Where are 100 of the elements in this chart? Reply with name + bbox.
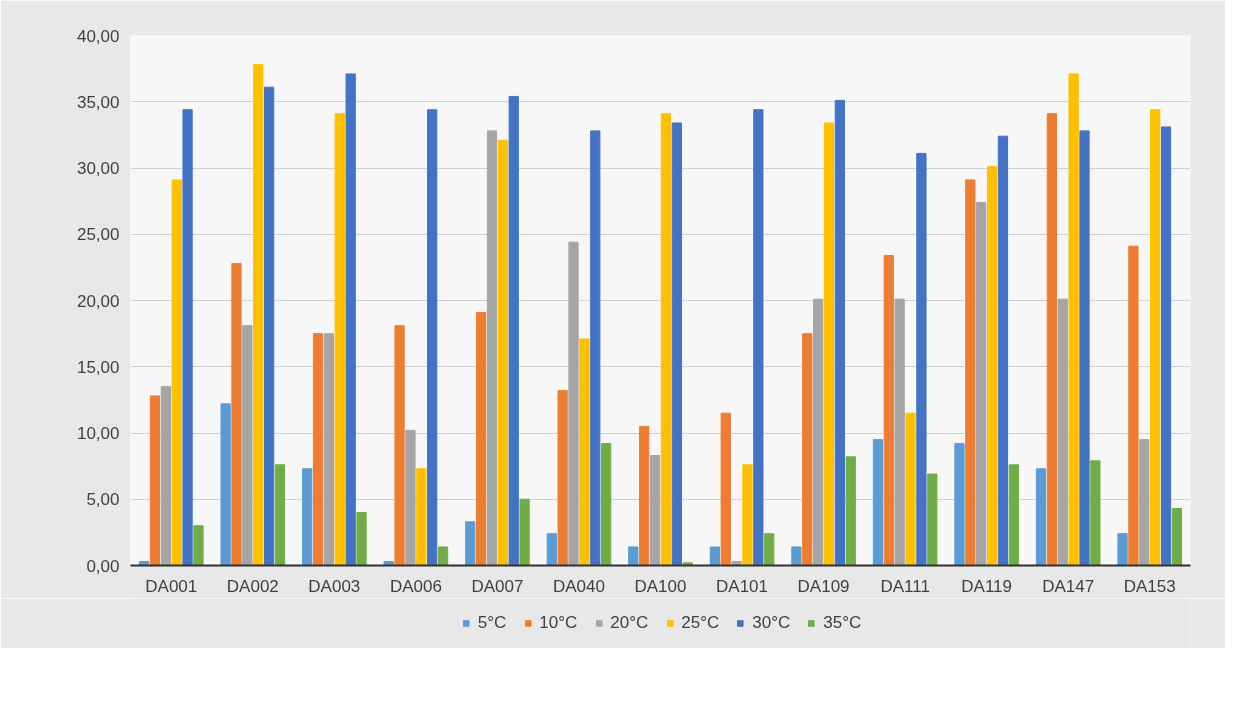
bar xyxy=(649,455,661,566)
bar xyxy=(927,473,938,566)
bar xyxy=(590,130,601,566)
bar xyxy=(1139,439,1150,566)
x-tick-label: DA153 xyxy=(1123,576,1176,596)
bar xyxy=(149,395,161,566)
bar xyxy=(965,179,976,566)
bar xyxy=(682,562,693,566)
bar xyxy=(568,241,579,566)
bar xyxy=(997,135,1009,566)
bar xyxy=(579,338,590,566)
x-tick-label: DA006 xyxy=(389,576,442,596)
bar xyxy=(345,73,356,566)
legend-label: 5°C xyxy=(477,613,507,633)
bar xyxy=(242,325,253,566)
bar xyxy=(753,109,764,566)
bar xyxy=(171,179,182,566)
legend-label: 10°C xyxy=(539,613,578,633)
bar xyxy=(845,456,856,566)
bar xyxy=(394,325,405,566)
bar xyxy=(546,533,557,566)
bar xyxy=(872,439,884,566)
x-tick-label: DA002 xyxy=(226,576,279,596)
bar xyxy=(742,464,753,566)
bar xyxy=(720,412,731,566)
bar xyxy=(813,298,824,566)
x-tick-label: DA147 xyxy=(1042,576,1095,596)
bar xyxy=(405,429,416,566)
y-tick-label: 35,00 xyxy=(76,92,120,112)
bar xyxy=(954,443,965,566)
bar xyxy=(508,95,519,566)
x-tick-label: DA007 xyxy=(471,576,524,596)
bar xyxy=(834,99,846,566)
bar xyxy=(1057,298,1068,566)
x-tick-label: DA001 xyxy=(145,576,198,596)
y-tick-label: 10,00 xyxy=(76,424,120,443)
legend-label: 20°C xyxy=(610,613,649,633)
y-tick-label: 0,00 xyxy=(86,556,120,576)
x-tick-label: DA101 xyxy=(716,576,769,596)
bar xyxy=(383,561,394,566)
bar xyxy=(601,443,612,566)
y-tick-label: 30,00 xyxy=(76,159,120,178)
bar xyxy=(1046,113,1058,566)
bar xyxy=(253,64,264,566)
bar xyxy=(475,311,487,566)
bar xyxy=(557,390,568,566)
bar xyxy=(334,113,345,566)
bar xyxy=(976,201,987,566)
bar xyxy=(231,262,242,566)
bar xyxy=(791,546,802,566)
bar xyxy=(1117,533,1128,566)
bar xyxy=(497,139,508,566)
bar xyxy=(416,468,427,566)
bar xyxy=(905,412,916,566)
bar xyxy=(764,533,775,566)
bar xyxy=(1008,464,1019,566)
bar xyxy=(1068,73,1079,566)
bar xyxy=(883,254,894,566)
bar xyxy=(182,109,193,566)
bar xyxy=(427,109,438,566)
bar xyxy=(671,122,682,566)
bar xyxy=(193,525,204,566)
bar xyxy=(1171,508,1183,566)
bar xyxy=(986,166,998,566)
bar xyxy=(1035,468,1047,566)
x-tick-label: DA109 xyxy=(797,576,850,596)
bar xyxy=(302,468,313,566)
bar xyxy=(802,333,813,566)
bar xyxy=(437,546,449,566)
bar xyxy=(1079,130,1090,566)
y-tick-label: 5,00 xyxy=(86,490,120,510)
bar xyxy=(263,86,275,566)
legend-label: 25°C xyxy=(681,613,720,633)
y-tick-label: 20,00 xyxy=(76,291,120,311)
bar xyxy=(323,333,335,566)
bar xyxy=(709,546,720,566)
bar xyxy=(823,122,835,566)
bar xyxy=(894,298,905,566)
bar xyxy=(274,464,286,566)
x-tick-label: DA100 xyxy=(634,576,687,596)
bar xyxy=(639,425,650,566)
bar xyxy=(1160,126,1172,566)
y-tick-label: 15,00 xyxy=(76,357,120,377)
bar xyxy=(1090,460,1101,566)
bar xyxy=(1150,109,1161,566)
bar xyxy=(916,152,927,566)
legend-label: 35°C xyxy=(823,613,862,633)
x-tick-label: DA111 xyxy=(880,576,930,596)
bar xyxy=(486,130,498,566)
x-tick-label: DA003 xyxy=(308,576,361,596)
y-tick-label: 25,00 xyxy=(76,225,120,245)
bar xyxy=(465,521,476,566)
bar xyxy=(356,512,367,566)
y-tick-label: 40,00 xyxy=(76,26,120,46)
bar xyxy=(660,113,672,566)
x-tick-label: DA040 xyxy=(552,576,605,596)
bar xyxy=(312,333,324,566)
bar xyxy=(628,546,639,566)
legend-label: 30°C xyxy=(752,613,791,633)
x-tick-label: DA119 xyxy=(961,576,1013,596)
